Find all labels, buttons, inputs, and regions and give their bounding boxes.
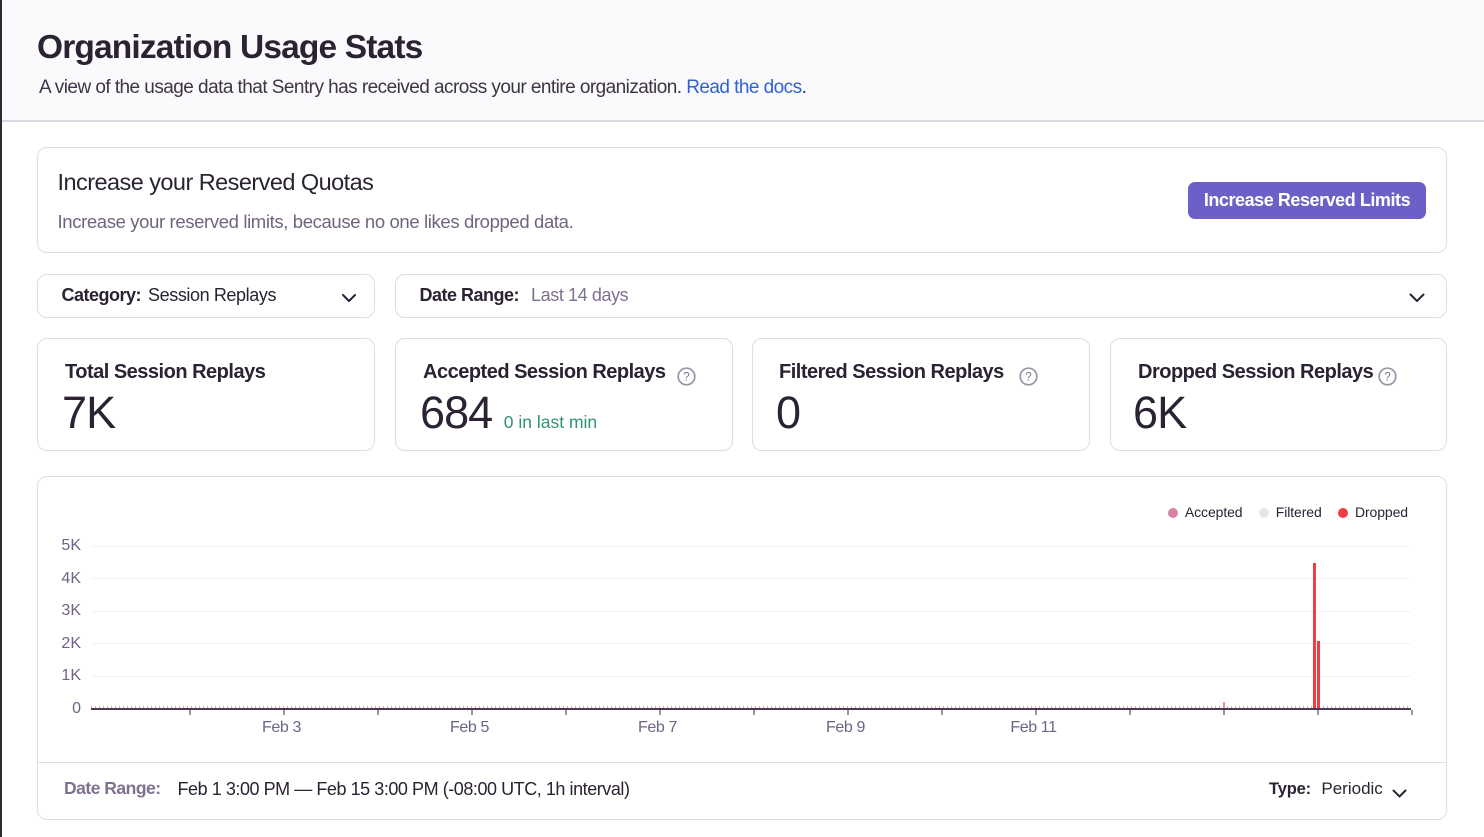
svg-text:?: ? bbox=[1384, 372, 1390, 384]
svg-text:?: ? bbox=[683, 372, 689, 384]
svg-text:?: ? bbox=[1025, 372, 1031, 384]
